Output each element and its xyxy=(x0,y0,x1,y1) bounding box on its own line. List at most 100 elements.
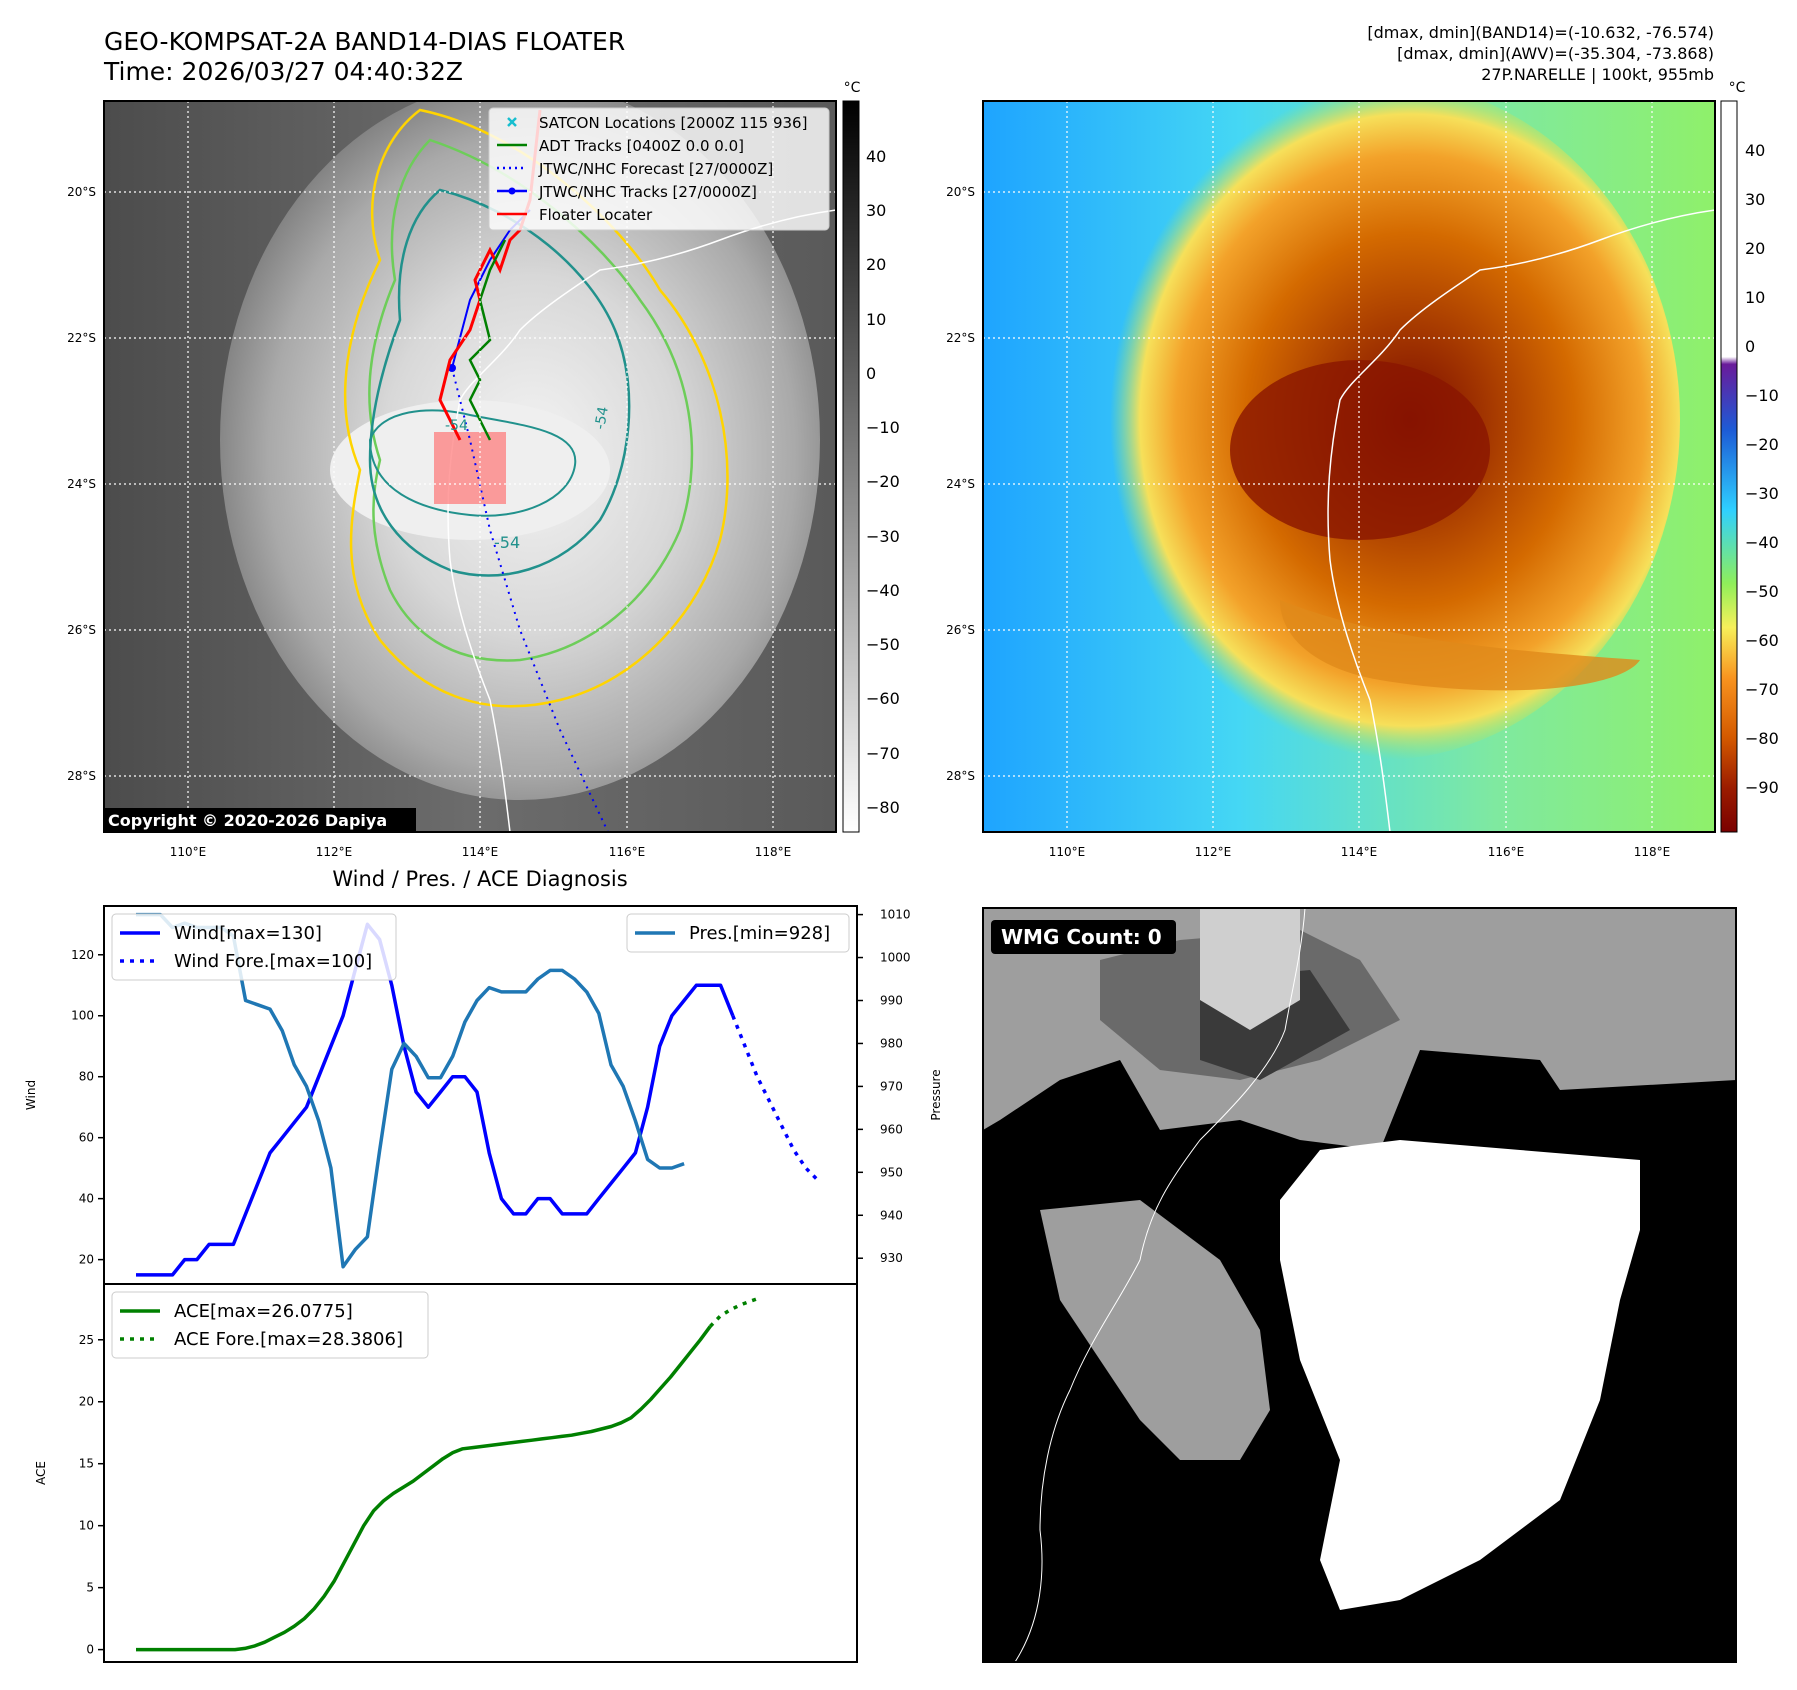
awv-colorbar-tick: 30 xyxy=(1745,190,1765,209)
ace-ytick-label: 20 xyxy=(79,1395,94,1409)
ir-colorbar-tick: −10 xyxy=(866,418,900,437)
ir-gridlines xyxy=(104,101,836,832)
diagnosis-title: Wind / Pres. / ACE Diagnosis xyxy=(332,867,627,891)
legend-label-pressure: Pres.[min=928] xyxy=(689,923,830,944)
stats-line3: 27P.NARELLE | 100kt, 955mb xyxy=(1481,65,1714,84)
figure-title-line1: GEO-KOMPSAT-2A BAND14-DIAS FLOATER xyxy=(104,27,625,56)
awv-lon-label: 116°E xyxy=(1488,845,1525,859)
ir-map-panel: -54 -54 -54 20°S 22°S 24°S 26°S 28°S 110… xyxy=(67,80,900,859)
ir-contour-green xyxy=(368,138,694,662)
coastline-ir xyxy=(447,209,836,832)
copyright-text: Copyright © 2020-2026 Dapiya xyxy=(108,811,387,830)
ir-colorbar-tick: −40 xyxy=(866,581,900,600)
ir-lat-labels: 20°S 22°S 24°S 26°S 28°S xyxy=(67,185,96,783)
awv-colorbar-tick: −30 xyxy=(1745,484,1779,503)
wmg-count-badge xyxy=(991,920,1176,954)
pressure-ytick-label: 940 xyxy=(880,1208,903,1222)
pressure-ytick-label: 970 xyxy=(880,1079,903,1093)
ir-contour-label-3: -54 xyxy=(592,405,612,430)
ir-colorbar-tick: −30 xyxy=(866,527,900,546)
awv-colorbar-tick: 10 xyxy=(1745,288,1765,307)
awv-colorbar-tick: −10 xyxy=(1745,386,1779,405)
legend-label-ace-forecast: ACE Fore.[max=28.3806] xyxy=(174,1329,403,1350)
legend-label-forecast: JTWC/NHC Forecast [27/0000Z] xyxy=(538,160,773,178)
ir-lat-label: 22°S xyxy=(67,331,96,345)
pressure-ytick-label: 990 xyxy=(880,994,903,1008)
awv-lat-label: 22°S xyxy=(946,331,975,345)
legend-label-ace: ACE[max=26.0775] xyxy=(174,1301,353,1322)
ir-colorbar-tick: 0 xyxy=(866,364,876,383)
ace-ytick-label: 5 xyxy=(86,1581,94,1595)
awv-colorbar xyxy=(1720,100,1738,833)
ir-lat-label: 26°S xyxy=(67,623,96,637)
ir-colorbar-tick: −60 xyxy=(866,689,900,708)
pressure-yticks: 930 940 950 960 970 980 990 1000 1010 xyxy=(857,908,911,1265)
awv-colorbar-tick: −70 xyxy=(1745,680,1779,699)
awv-frame xyxy=(982,100,1716,833)
floater-locater-box xyxy=(434,432,506,504)
ir-lon-label: 116°E xyxy=(609,845,646,859)
awv-lon-label: 118°E xyxy=(1634,845,1671,859)
ace-ylabel: ACE xyxy=(34,1461,48,1485)
ace-legend-box xyxy=(111,1291,429,1359)
awv-colorbar-unit: °C xyxy=(1729,80,1746,96)
ir-colorbar-tick: −50 xyxy=(866,635,900,654)
legend-label-track: JTWC/NHC Tracks [27/0000Z] xyxy=(538,183,757,201)
pressure-ytick-label: 1010 xyxy=(880,908,911,922)
pressure-ytick-label: 1000 xyxy=(880,951,911,965)
legend-label-floater: Floater Locater xyxy=(539,206,653,224)
ace-forecast-line xyxy=(708,1296,761,1328)
awv-rainband xyxy=(1280,600,1640,691)
awv-colorbar-tick: −20 xyxy=(1745,435,1779,454)
wmg-region-gray-left xyxy=(1040,1200,1270,1460)
legend-marker-satcon xyxy=(507,117,517,127)
ace-ytick-label: 25 xyxy=(79,1333,94,1347)
awv-lon-label: 110°E xyxy=(1049,845,1086,859)
pressure-ytick-label: 980 xyxy=(880,1036,903,1050)
awv-colorbar-tick: −80 xyxy=(1745,729,1779,748)
wmg-frame xyxy=(982,907,1737,1663)
wmg-region-white xyxy=(1280,1140,1640,1610)
awv-lon-labels: 110°E 112°E 114°E 116°E 118°E xyxy=(1049,845,1671,859)
stats-line2: [dmax, dmin](AWV)=(-35.304, -73.868) xyxy=(1397,44,1714,63)
ir-lat-label: 20°S xyxy=(67,185,96,199)
coastline-awv xyxy=(1327,209,1715,832)
wind-legend-box xyxy=(111,913,397,981)
awv-map-panel: 20°S 22°S 24°S 26°S 28°S 110°E 112°E 114… xyxy=(946,80,1779,859)
ir-colorbar-tick: 30 xyxy=(866,201,886,220)
wind-ytick-label: 80 xyxy=(79,1070,94,1084)
legend-label-wind-forecast: Wind Fore.[max=100] xyxy=(174,951,372,972)
ace-line xyxy=(136,1325,712,1652)
wind-ytick-label: 100 xyxy=(71,1009,94,1023)
ace-yticks: 0 5 10 15 20 25 xyxy=(79,1333,104,1657)
wmg-panel: WMG Count: 0 xyxy=(982,907,1737,1663)
awv-lon-label: 112°E xyxy=(1195,845,1232,859)
ace-chart: 0 5 10 15 20 25 ACE ACE[max=26.0775] ACE Fore… xyxy=(34,1283,858,1663)
ir-colorbar-unit: °C xyxy=(844,80,861,96)
pressure-ytick-label: 960 xyxy=(880,1122,903,1136)
pressure-legend: Pres.[min=928] xyxy=(626,913,850,953)
legend-label-adt: ADT Tracks [0400Z 0.0 0.0] xyxy=(539,137,744,155)
ir-legend-box xyxy=(488,107,830,231)
ir-colorbar-tick: −70 xyxy=(866,744,900,763)
awv-colorbar-tick: −90 xyxy=(1745,778,1779,797)
pressure-ylabel: Pressure xyxy=(929,1069,943,1120)
awv-colorbar-tick: 20 xyxy=(1745,239,1765,258)
ace-series xyxy=(136,1296,761,1652)
ir-lon-label: 118°E xyxy=(755,845,792,859)
ir-lat-label: 24°S xyxy=(67,477,96,491)
pressure-ytick-label: 930 xyxy=(880,1251,903,1265)
awv-colorbar-ticks: 40 30 20 10 0 −10 −20 −30 −40 −50 −60 −7… xyxy=(1745,141,1779,797)
adt-track xyxy=(468,239,507,441)
wind-ytick-label: 60 xyxy=(79,1131,94,1145)
awv-lat-labels: 20°S 22°S 24°S 26°S 28°S xyxy=(946,185,975,783)
ir-colorbar-tick: −20 xyxy=(866,472,900,491)
ir-lat-label: 28°S xyxy=(67,769,96,783)
figure-title-line2: Time: 2026/03/27 04:40:32Z xyxy=(103,57,463,86)
ir-colorbar-tick: −80 xyxy=(866,798,900,817)
awv-colorbar-tick: −50 xyxy=(1745,582,1779,601)
ir-lon-label: 112°E xyxy=(316,845,353,859)
awv-lat-label: 20°S xyxy=(946,185,975,199)
ace-legend: ACE[max=26.0775] ACE Fore.[max=28.3806] xyxy=(111,1291,429,1359)
